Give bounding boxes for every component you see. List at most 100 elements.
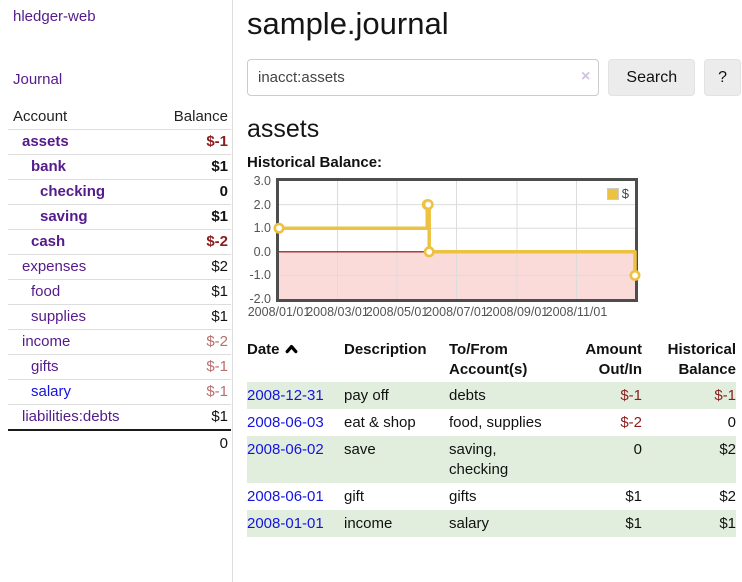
account-balance: $1 <box>151 404 231 430</box>
x-tick-label: 2008/03/01 <box>306 305 369 319</box>
transaction-accounts: food, supplies <box>449 414 542 431</box>
account-balance: $1 <box>151 204 231 230</box>
search-input[interactable] <box>247 59 600 96</box>
transaction-balance: $2 <box>719 441 736 458</box>
accounts-total-row: 0 <box>8 429 231 456</box>
search-form: × Search ? <box>247 59 741 96</box>
table-row: 2008-06-02 save saving, checking 0 $2 <box>247 436 736 483</box>
accounts-header-row: Account Balance <box>8 106 231 130</box>
account-link-gifts[interactable]: gifts <box>31 358 59 375</box>
account-link-expenses[interactable]: expenses <box>22 258 87 275</box>
account-balance: $-1 <box>151 379 231 405</box>
sidebar-item-journal[interactable]: Journal <box>13 71 63 88</box>
accounts-total-value: 0 <box>151 429 231 456</box>
account-row: food $1 <box>8 279 231 305</box>
account-link-income[interactable]: income <box>22 333 71 350</box>
register-body: 2008-12-31 pay off debts $-1 $-1 2008-06-03 ea… <box>247 382 736 537</box>
y-tick-label: 2.0 <box>253 197 271 212</box>
sort-asc-icon <box>285 345 297 354</box>
accounts-header-account: Account <box>13 108 68 125</box>
account-link-food[interactable]: food <box>31 283 61 300</box>
legend-label: $ <box>621 186 629 201</box>
help-button[interactable]: ? <box>704 59 741 96</box>
transaction-date-link[interactable]: 2008-12-31 <box>247 387 324 404</box>
account-link-liabilities-debts[interactable]: liabilities:debts <box>22 408 120 425</box>
account-row: income $-2 <box>8 329 231 355</box>
y-tick-label: 0.0 <box>253 244 271 259</box>
register-header-amount: Amount Out/In <box>585 341 642 378</box>
register-header-date[interactable]: Date <box>247 338 344 382</box>
account-row: supplies $1 <box>8 304 231 330</box>
accounts-header-balance: Balance <box>173 108 228 125</box>
account-balance: $2 <box>151 254 231 280</box>
account-link-bank[interactable]: bank <box>31 158 67 175</box>
transaction-description: gift <box>344 488 365 505</box>
transaction-date-link[interactable]: 2008-06-02 <box>247 441 324 458</box>
transaction-description: save <box>344 441 376 458</box>
account-row: checking 0 <box>8 179 231 205</box>
transaction-amount: $-1 <box>620 387 642 404</box>
y-tick-label: 1.0 <box>253 221 271 236</box>
transaction-amount: $1 <box>625 488 642 505</box>
account-heading: assets <box>247 115 320 143</box>
search-box: × <box>247 59 600 96</box>
accounts-body: assets $-1 bank $1 checking 0 saving $1 cash $-2 e… <box>8 129 231 430</box>
y-tick-label: 3.0 <box>253 174 271 188</box>
table-row: 2008-06-01 gift gifts $1 $2 <box>247 483 736 510</box>
chart-plot-area: $ <box>273 178 641 302</box>
transaction-balance: $2 <box>719 488 736 505</box>
register-header-row: Date Description To/From Account(s) Amou… <box>247 338 736 382</box>
x-tick-label: 2008/05/01 <box>365 305 429 319</box>
account-link-assets[interactable]: assets <box>22 133 69 150</box>
transaction-balance: 0 <box>727 414 736 431</box>
transaction-date-link[interactable]: 2008-01-01 <box>247 515 324 532</box>
account-link-supplies[interactable]: supplies <box>31 308 87 325</box>
account-row: salary $-1 <box>8 379 231 405</box>
account-link-salary[interactable]: salary <box>31 383 72 400</box>
chart-legend: $ <box>606 186 629 201</box>
account-balance: $1 <box>151 279 231 305</box>
transaction-amount: 0 <box>633 441 642 458</box>
transaction-description: eat & shop <box>344 414 416 431</box>
transaction-description: income <box>344 515 393 532</box>
table-row: 2008-01-01 income salary $1 $1 <box>247 510 736 537</box>
transaction-balance: $-1 <box>714 387 736 404</box>
account-balance: $-2 <box>151 229 231 255</box>
account-link-cash[interactable]: cash <box>31 233 66 250</box>
app-title-link[interactable]: hledger-web <box>13 8 96 25</box>
y-tick-label: -2.0 <box>249 292 271 306</box>
chart-title: Historical Balance: <box>247 154 383 171</box>
register-header-accounts: To/From Account(s) <box>449 341 528 378</box>
transaction-description: pay off <box>344 387 389 404</box>
account-link-saving[interactable]: saving <box>40 208 88 225</box>
account-balance: $-2 <box>151 329 231 355</box>
transaction-date-link[interactable]: 2008-06-01 <box>247 488 324 505</box>
account-balance: $-1 <box>151 129 231 155</box>
transaction-date-link[interactable]: 2008-06-03 <box>247 414 324 431</box>
sidebar: hledger-web Journal Account Balance asse… <box>0 0 233 582</box>
transaction-date-cell: 2008-06-01 <box>247 483 344 510</box>
register-header-date-label: Date <box>247 341 280 358</box>
search-button[interactable]: Search <box>608 59 696 96</box>
table-row: 2008-12-31 pay off debts $-1 $-1 <box>247 382 736 409</box>
register-table: Date Description To/From Account(s) Amou… <box>247 338 736 537</box>
main-content: sample.journal × Search ? assets Histori… <box>233 0 741 582</box>
transaction-accounts: saving, checking <box>449 441 509 478</box>
register-header-description: Description <box>344 341 427 358</box>
account-balance: $1 <box>151 154 231 180</box>
transaction-accounts: gifts <box>449 488 477 505</box>
account-balance: $-1 <box>151 354 231 380</box>
account-balance: $1 <box>151 304 231 330</box>
account-link-checking[interactable]: checking <box>40 183 106 200</box>
clear-search-icon[interactable]: × <box>581 68 591 85</box>
x-tick-label: 2008/09/01 <box>485 305 549 319</box>
transaction-accounts: debts <box>449 387 486 404</box>
account-row: saving $1 <box>8 204 231 230</box>
transaction-date-cell: 2008-06-03 <box>247 409 344 436</box>
account-row: expenses $2 <box>8 254 231 280</box>
x-tick-label: 2008/01/01 <box>247 305 311 319</box>
y-tick-label: -1.0 <box>249 268 271 283</box>
x-tick-label: 2008/11/01 <box>545 305 608 319</box>
transaction-date-cell: 2008-06-02 <box>247 436 344 483</box>
